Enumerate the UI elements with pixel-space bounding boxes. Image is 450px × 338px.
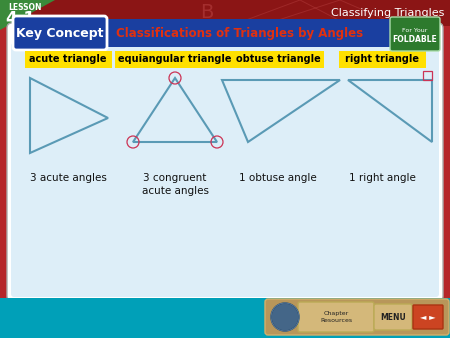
FancyBboxPatch shape: [12, 19, 438, 47]
FancyBboxPatch shape: [374, 304, 412, 330]
FancyBboxPatch shape: [0, 298, 450, 338]
Text: FOLDABLE: FOLDABLE: [392, 35, 437, 45]
Text: ◄ ►: ◄ ►: [420, 313, 436, 321]
FancyBboxPatch shape: [24, 51, 112, 68]
FancyBboxPatch shape: [265, 299, 449, 335]
Text: Chapter
Resources: Chapter Resources: [320, 311, 352, 322]
Text: 1 obtuse angle: 1 obtuse angle: [239, 173, 317, 183]
Text: acute triangle: acute triangle: [29, 54, 107, 65]
Text: MENU: MENU: [380, 313, 406, 321]
Text: obtuse triangle: obtuse triangle: [236, 54, 320, 65]
FancyBboxPatch shape: [338, 51, 426, 68]
FancyBboxPatch shape: [13, 16, 107, 50]
Text: Key Concept: Key Concept: [16, 26, 104, 40]
FancyBboxPatch shape: [11, 43, 439, 297]
Text: For Your: For Your: [402, 28, 428, 33]
Text: 3 acute angles: 3 acute angles: [30, 173, 107, 183]
Text: equiangular triangle: equiangular triangle: [118, 54, 232, 65]
FancyBboxPatch shape: [298, 302, 374, 332]
FancyBboxPatch shape: [390, 17, 440, 51]
Text: 1 right angle: 1 right angle: [349, 173, 415, 183]
FancyBboxPatch shape: [232, 51, 324, 68]
Text: 3 congruent
acute angles: 3 congruent acute angles: [141, 173, 208, 196]
Polygon shape: [0, 0, 55, 30]
Circle shape: [271, 303, 299, 331]
FancyBboxPatch shape: [0, 0, 450, 26]
Text: 4-1: 4-1: [5, 10, 35, 28]
Text: Classifications of Triangles by Angles: Classifications of Triangles by Angles: [117, 26, 364, 40]
Text: Classifying Triangles: Classifying Triangles: [331, 8, 444, 18]
FancyBboxPatch shape: [7, 23, 443, 301]
Text: LESSON: LESSON: [8, 3, 41, 12]
Bar: [423, 71, 432, 80]
FancyBboxPatch shape: [413, 305, 443, 329]
Text: right triangle: right triangle: [345, 54, 419, 65]
Text: B: B: [200, 3, 213, 23]
FancyBboxPatch shape: [115, 51, 235, 68]
